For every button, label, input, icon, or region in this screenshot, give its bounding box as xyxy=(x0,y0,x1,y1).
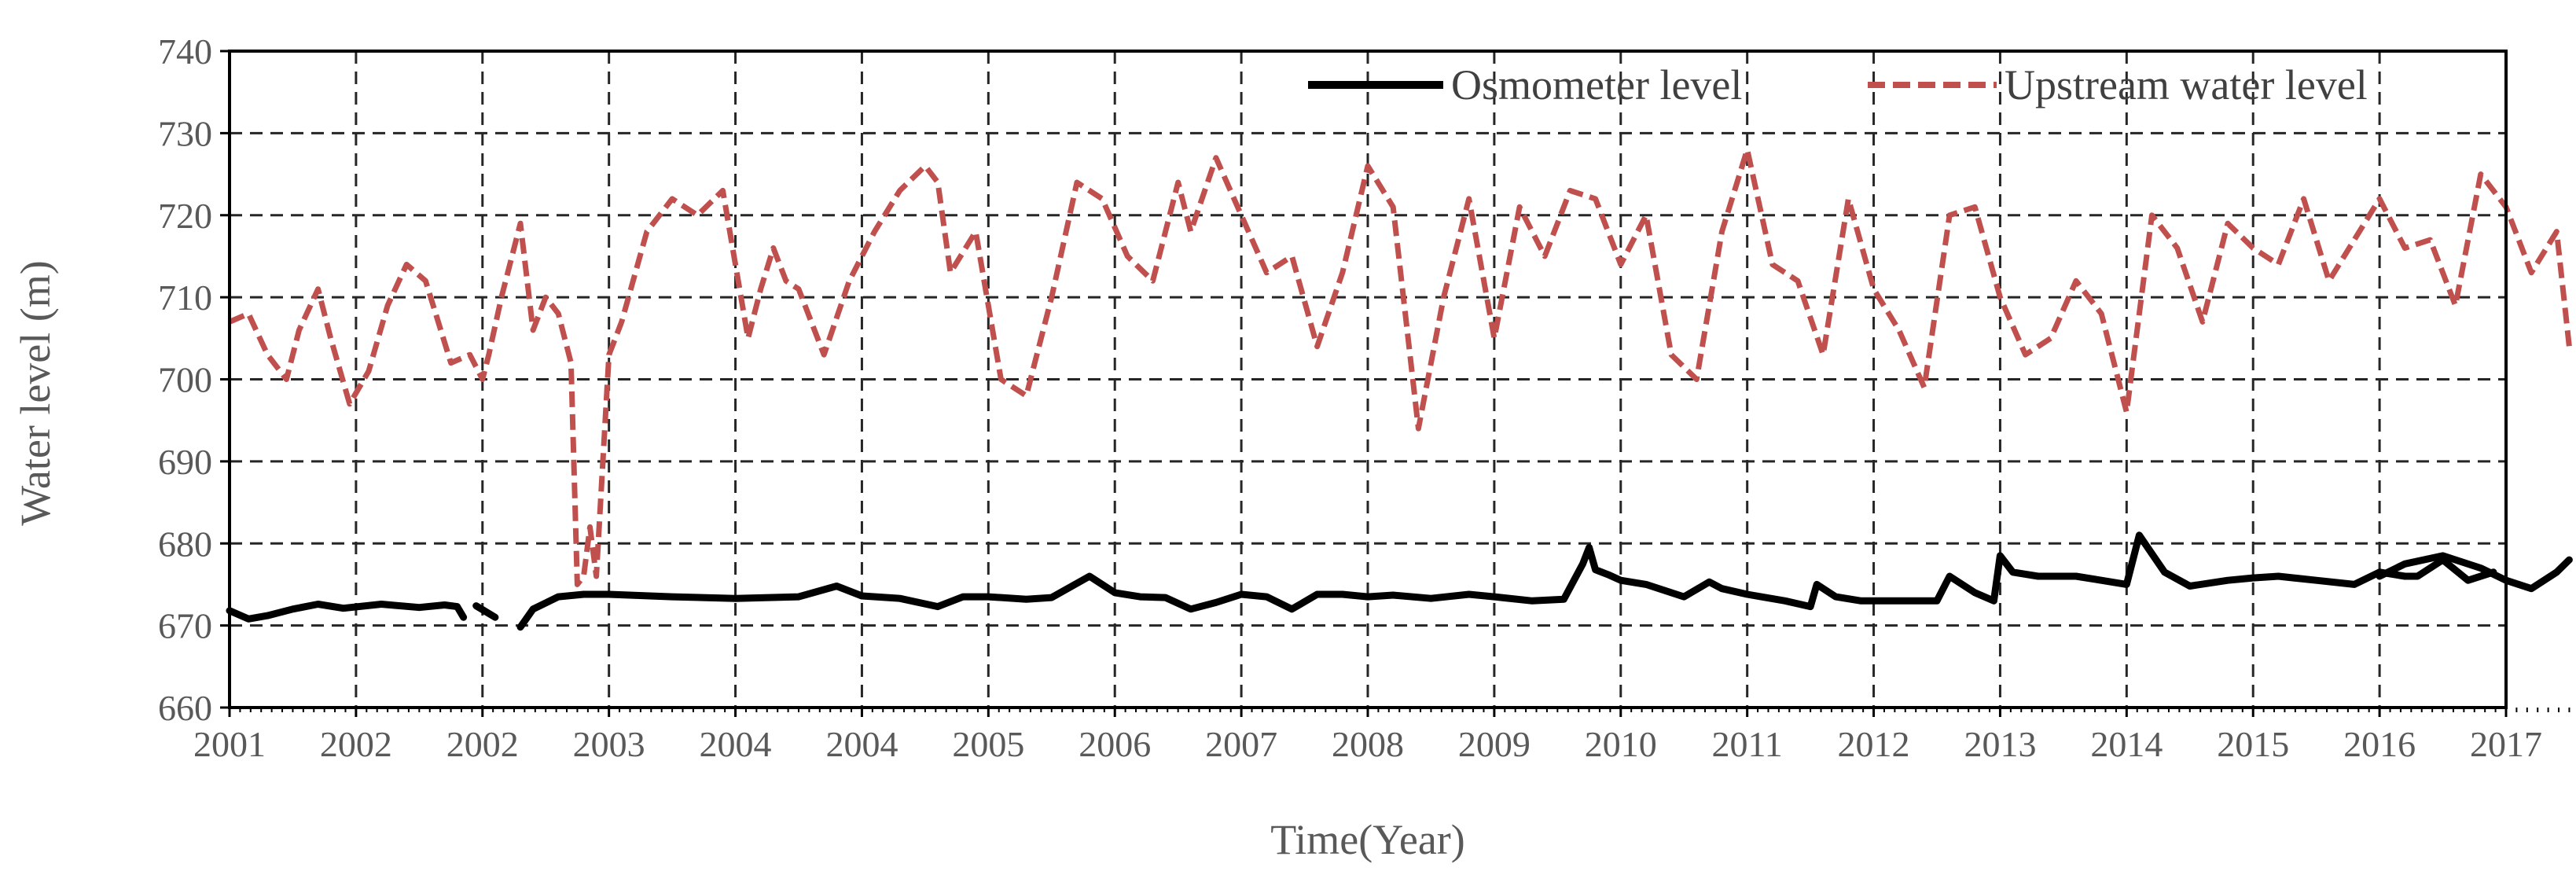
x-tick-label: 2016 xyxy=(2343,724,2416,764)
x-tick-label: 2014 xyxy=(2090,724,2163,764)
y-tick-label: 680 xyxy=(158,524,212,564)
x-tick-label: 2001 xyxy=(193,724,266,764)
legend: Osmometer level Upstream water level xyxy=(1308,61,2368,108)
x-tick-label: 2002 xyxy=(446,724,519,764)
x-tick-label: 2013 xyxy=(1964,724,2036,764)
y-tick-label: 670 xyxy=(158,606,212,646)
y-tick-label: 740 xyxy=(158,31,212,72)
x-tick-label: 2004 xyxy=(825,724,898,764)
x-tick-label: 2007 xyxy=(1205,724,1277,764)
y-tick-label: 710 xyxy=(158,278,212,318)
x-tick-label: 2008 xyxy=(1332,724,1404,764)
legend-label-upstream: Upstream water level xyxy=(2005,61,2368,108)
y-tick-label: 660 xyxy=(158,688,212,728)
x-tick-label: 2011 xyxy=(1712,724,1783,764)
x-tick-label: 2005 xyxy=(952,724,1024,764)
series-osmometer-line xyxy=(2376,552,2573,593)
x-tick-label: 2003 xyxy=(573,724,645,764)
axis-ticks: 660 670 680 690 700 710 720 730 740 2001 2002 2002 2… xyxy=(158,31,2570,764)
series-osmometer-line xyxy=(516,531,2497,631)
x-tick-label: 2015 xyxy=(2217,724,2289,764)
y-tick-label: 690 xyxy=(158,442,212,482)
series-lines xyxy=(226,146,2573,631)
x-tick-label: 2012 xyxy=(1838,724,1910,764)
x-tick-label: 2009 xyxy=(1458,724,1531,764)
series-osmometer-line xyxy=(472,602,499,621)
y-tick-label: 730 xyxy=(158,113,212,153)
x-tick-label: 2002 xyxy=(320,724,392,764)
x-axis-title: Time(Year) xyxy=(1270,816,1465,863)
legend-label-osmometer: Osmometer level xyxy=(1451,61,1742,108)
x-tick-label: 2010 xyxy=(1585,724,1657,764)
y-tick-label: 700 xyxy=(158,360,212,400)
y-tick-label: 720 xyxy=(158,196,212,236)
series-upstream-line xyxy=(228,146,2572,587)
x-tick-label: 2004 xyxy=(700,724,772,764)
x-tick-label: 2017 xyxy=(2470,724,2542,764)
y-axis-title: Water level (m) xyxy=(12,260,59,525)
series-osmometer-line xyxy=(226,601,468,623)
x-tick-label: 2006 xyxy=(1079,724,1151,764)
